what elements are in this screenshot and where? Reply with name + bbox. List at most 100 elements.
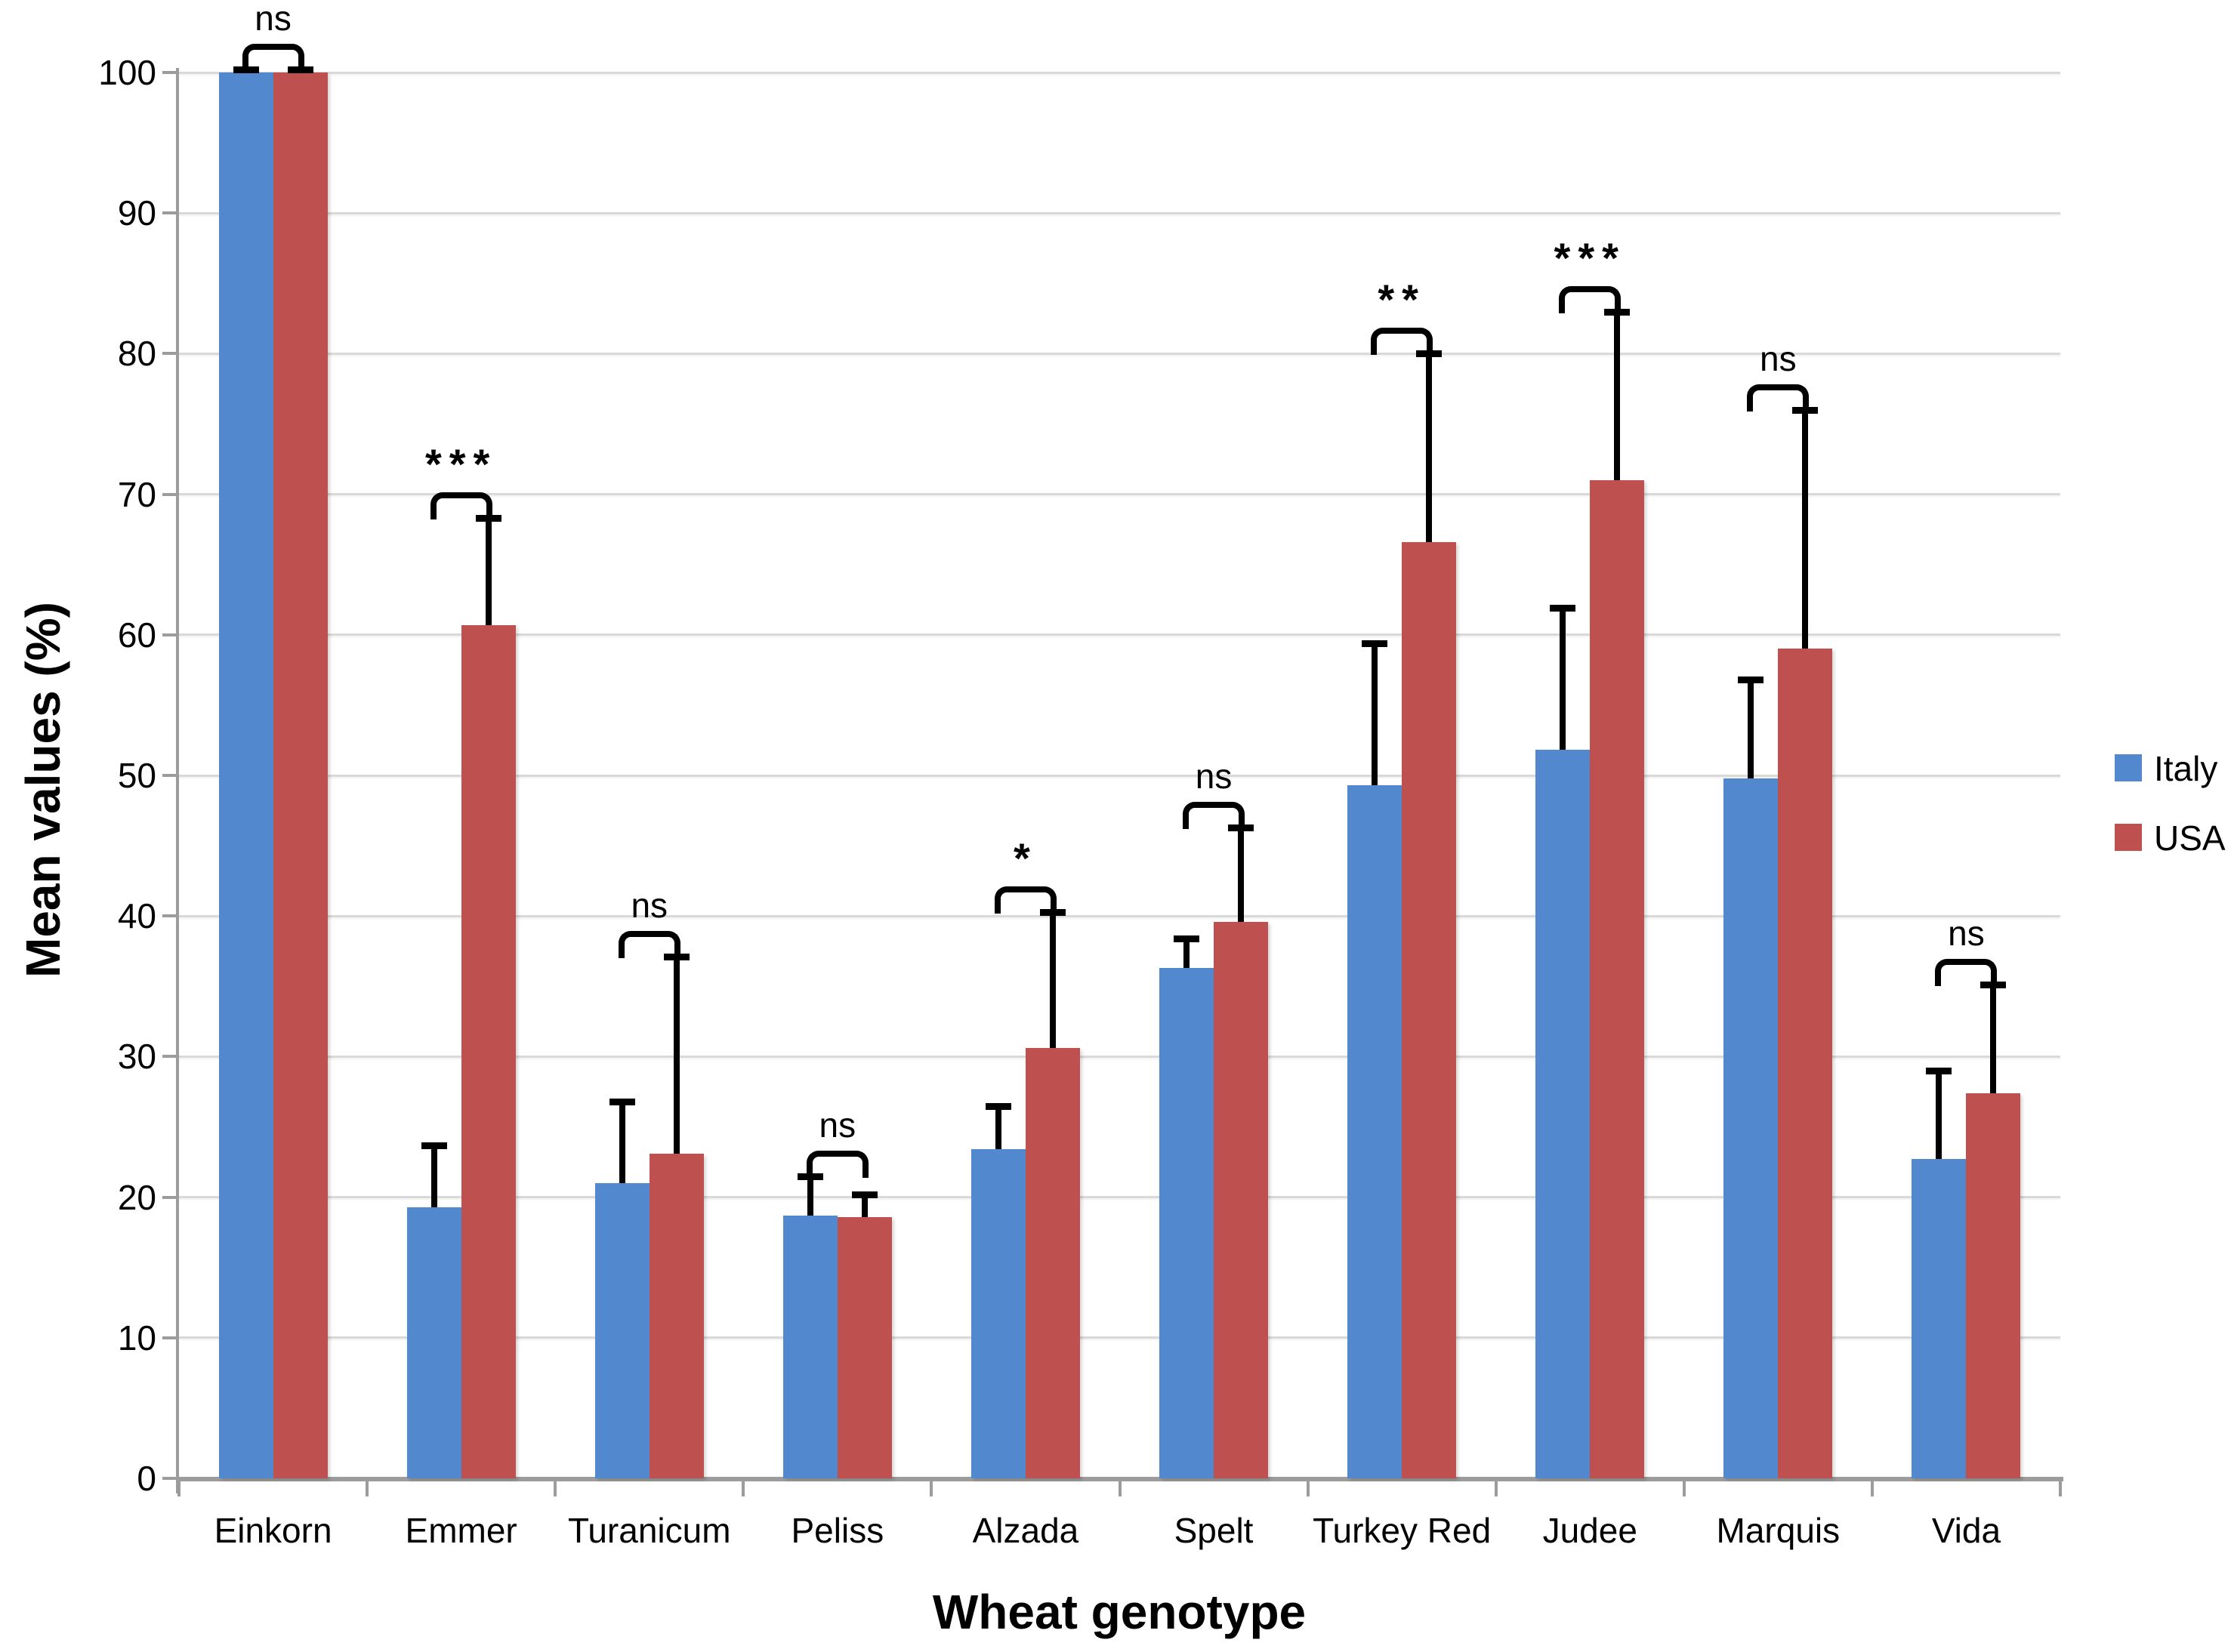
y-tick-40 xyxy=(162,914,176,918)
y-tick-50 xyxy=(162,774,176,777)
sig-bracket-turanicum xyxy=(618,931,680,959)
error-cap-italy-vida xyxy=(1926,1068,1952,1075)
sig-bracket-marquis xyxy=(1747,384,1810,411)
x-tick-4 xyxy=(930,1481,933,1496)
gridline-10 xyxy=(179,1336,2060,1339)
error-whisker-italy-emmer xyxy=(430,1145,437,1207)
gridline-100 xyxy=(179,71,2060,74)
error-cap-italy-alzada xyxy=(985,1102,1011,1110)
y-tick-label-40: 40 xyxy=(117,896,156,936)
category-label-alzada: Alzada xyxy=(972,1511,1079,1550)
x-tick-1 xyxy=(366,1481,369,1496)
bar-italy-einkorn xyxy=(218,72,273,1478)
legend-swatch-italy xyxy=(2115,754,2142,781)
bar-usa-judee xyxy=(1590,479,1645,1478)
bar-usa-emmer xyxy=(461,624,516,1478)
error-whisker-usa-spelt xyxy=(1238,827,1245,922)
sig-bracket-judee xyxy=(1559,285,1622,313)
bar-usa-einkorn xyxy=(273,72,328,1478)
bar-usa-turkey-red xyxy=(1402,541,1457,1478)
error-whisker-italy-spelt xyxy=(1183,938,1190,969)
sig-label-peliss: ns xyxy=(819,1105,856,1145)
legend-label-italy: Italy xyxy=(2154,749,2218,788)
y-tick-label-50: 50 xyxy=(117,756,156,795)
bar-usa-turanicum xyxy=(649,1153,704,1478)
legend-label-usa: USA xyxy=(2154,818,2226,858)
category-label-einkorn: Einkorn xyxy=(214,1511,332,1550)
bar-usa-spelt xyxy=(1214,921,1269,1478)
bar-italy-alzada xyxy=(970,1149,1026,1478)
sig-label-einkorn: ns xyxy=(255,0,292,39)
sig-label-spelt: ns xyxy=(1195,756,1233,796)
sig-label-marquis: ns xyxy=(1760,338,1797,378)
error-whisker-usa-judee xyxy=(1614,311,1621,480)
y-tick-label-20: 20 xyxy=(117,1177,156,1217)
bar-italy-turkey-red xyxy=(1347,785,1402,1478)
category-label-peliss: Peliss xyxy=(791,1511,884,1550)
category-label-vida: Vida xyxy=(1931,1511,2001,1550)
x-tick-10 xyxy=(2059,1481,2062,1496)
category-label-turkey-red: Turkey Red xyxy=(1313,1511,1492,1550)
error-whisker-usa-marquis xyxy=(1802,409,1809,649)
y-tick-90 xyxy=(162,211,176,215)
sig-label-turkey-red: ** xyxy=(1378,276,1426,324)
sig-label-judee: *** xyxy=(1554,233,1626,282)
gridline-40 xyxy=(179,914,2060,917)
y-tick-label-0: 0 xyxy=(137,1459,156,1498)
x-tick-7 xyxy=(1494,1481,1498,1496)
gridline-90 xyxy=(179,211,2060,214)
x-tick-0 xyxy=(177,1481,181,1496)
category-label-turanicum: Turanicum xyxy=(567,1511,731,1550)
gridline-70 xyxy=(179,493,2060,496)
bar-usa-vida xyxy=(1966,1093,2021,1478)
error-cap-italy-judee xyxy=(1550,605,1576,612)
x-tick-2 xyxy=(554,1481,557,1496)
error-whisker-italy-alzada xyxy=(995,1105,1001,1150)
bar-italy-judee xyxy=(1535,750,1591,1478)
error-whisker-italy-judee xyxy=(1560,608,1566,750)
error-whisker-usa-emmer xyxy=(485,518,492,625)
y-tick-label-90: 90 xyxy=(117,193,156,233)
y-tick-0 xyxy=(162,1477,176,1480)
y-tick-70 xyxy=(162,492,176,496)
sig-bracket-turkey-red xyxy=(1371,328,1433,356)
x-tick-8 xyxy=(1682,1481,1686,1496)
y-tick-label-100: 100 xyxy=(98,53,156,92)
y-tick-label-30: 30 xyxy=(117,1037,156,1077)
error-cap-italy-emmer xyxy=(421,1142,447,1149)
y-tick-80 xyxy=(162,352,176,356)
y-tick-100 xyxy=(162,71,176,74)
sig-bracket-spelt xyxy=(1183,801,1245,829)
bar-italy-peliss xyxy=(782,1215,838,1478)
y-tick-label-60: 60 xyxy=(117,615,156,655)
error-cap-usa-peliss xyxy=(851,1191,878,1198)
y-tick-label-10: 10 xyxy=(117,1318,156,1358)
sig-bracket-peliss xyxy=(806,1150,869,1178)
error-cap-italy-turkey-red xyxy=(1362,640,1388,647)
gridline-30 xyxy=(179,1055,2060,1058)
sig-bracket-vida xyxy=(1935,959,1998,987)
y-tick-10 xyxy=(162,1336,176,1339)
category-label-emmer: Emmer xyxy=(405,1511,517,1550)
error-whisker-usa-vida xyxy=(1990,985,1997,1093)
bar-usa-marquis xyxy=(1778,649,1833,1478)
sig-bracket-alzada xyxy=(994,886,1057,914)
x-tick-3 xyxy=(742,1481,745,1496)
x-tick-9 xyxy=(1870,1481,1874,1496)
error-whisker-italy-peliss xyxy=(807,1176,813,1216)
y-tick-20 xyxy=(162,1195,176,1199)
x-axis-line xyxy=(176,1477,2063,1481)
error-whisker-usa-turanicum xyxy=(673,957,680,1154)
bar-italy-spelt xyxy=(1159,968,1214,1478)
bar-usa-alzada xyxy=(1025,1048,1080,1478)
sig-bracket-einkorn xyxy=(242,44,304,72)
error-cap-italy-turanicum xyxy=(609,1098,635,1105)
gridline-80 xyxy=(179,352,2060,355)
bar-italy-emmer xyxy=(406,1207,461,1478)
x-axis-title: Wheat genotype xyxy=(932,1585,1307,1639)
error-whisker-usa-alzada xyxy=(1049,911,1056,1049)
y-tick-30 xyxy=(162,1055,176,1059)
bar-italy-turanicum xyxy=(594,1182,650,1478)
y-axis-line xyxy=(176,68,179,1493)
